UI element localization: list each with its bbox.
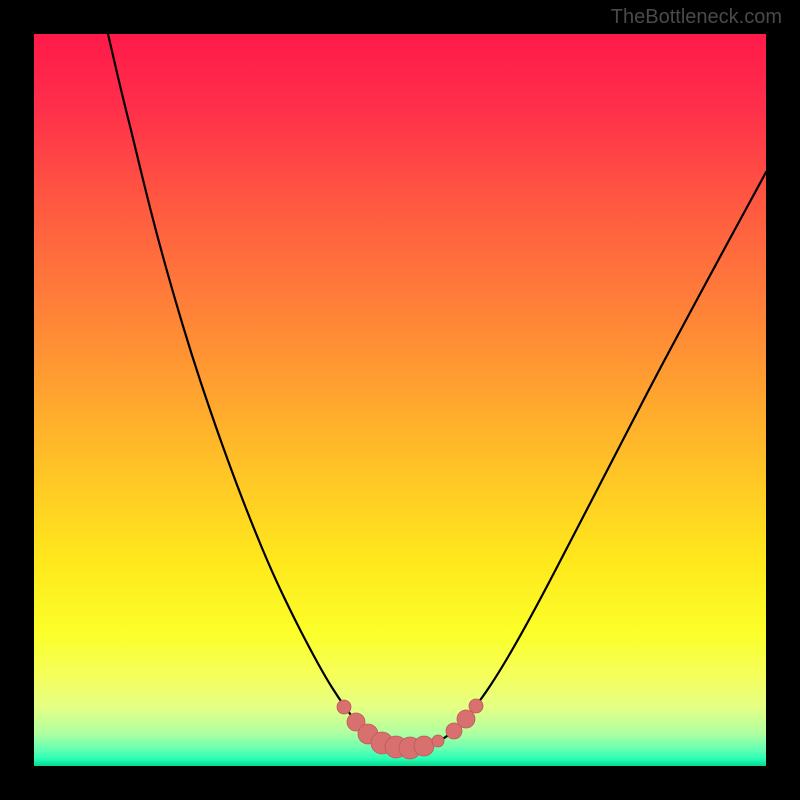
plot-area: [34, 34, 766, 766]
watermark-text: TheBottleneck.com: [611, 6, 782, 29]
chart-frame: [0, 0, 800, 800]
background-gradient: [34, 34, 766, 766]
